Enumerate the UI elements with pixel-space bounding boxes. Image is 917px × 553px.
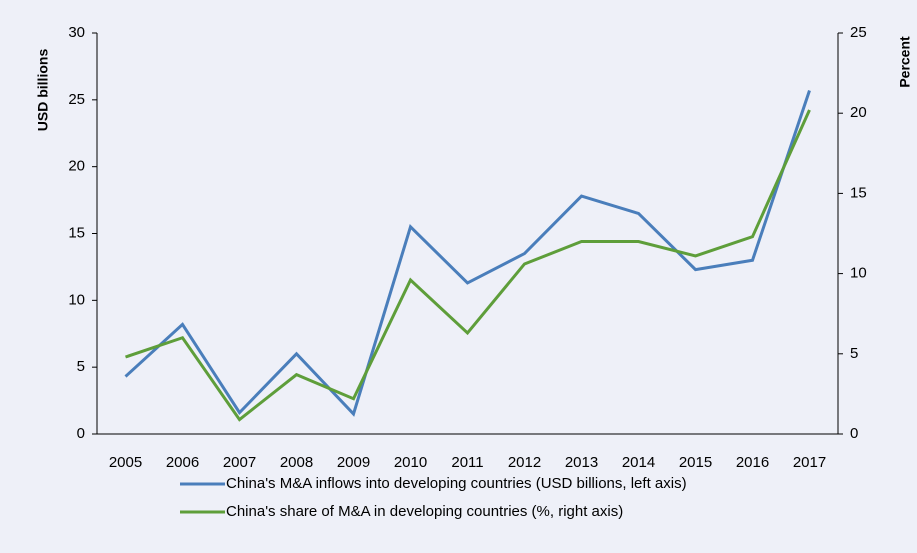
y-tick-label: 0: [77, 425, 85, 442]
y2-tick-label: 10: [850, 265, 867, 282]
y-axis-label: USD billions: [35, 49, 51, 132]
x-tick-label: 2005: [109, 454, 142, 471]
x-tick-label: 2016: [736, 454, 769, 471]
legend-label: China's share of M&A in developing count…: [226, 503, 623, 520]
y-tick-label: 20: [68, 158, 85, 175]
y2-tick-label: 15: [850, 184, 867, 201]
x-tick-label: 2011: [451, 454, 483, 471]
x-tick-label: 2013: [565, 454, 598, 471]
x-tick-label: 2006: [166, 454, 199, 471]
x-tick-label: 2017: [793, 454, 826, 471]
legend-label: China's M&A inflows into developing coun…: [226, 475, 687, 492]
y-tick-label: 25: [68, 91, 85, 108]
y2-tick-label: 25: [850, 24, 867, 41]
y-tick-label: 10: [68, 291, 85, 308]
x-tick-label: 2015: [679, 454, 712, 471]
x-tick-label: 2012: [508, 454, 541, 471]
x-tick-label: 2008: [280, 454, 313, 471]
series-line: [125, 109, 811, 422]
y2-axis-label: Percent: [897, 36, 913, 88]
y2-tick-label: 5: [850, 345, 858, 362]
y-tick-label: 5: [77, 358, 85, 375]
y-tick-label: 30: [68, 24, 85, 41]
y2-tick-label: 20: [850, 104, 867, 121]
series-line: [124, 89, 811, 417]
y-tick-label: 15: [68, 224, 85, 241]
x-tick-label: 2014: [622, 454, 655, 471]
x-tick-label: 2007: [223, 454, 256, 471]
x-tick-label: 2010: [394, 454, 427, 471]
y2-tick-label: 0: [850, 425, 858, 442]
x-tick-label: 2009: [337, 454, 370, 471]
